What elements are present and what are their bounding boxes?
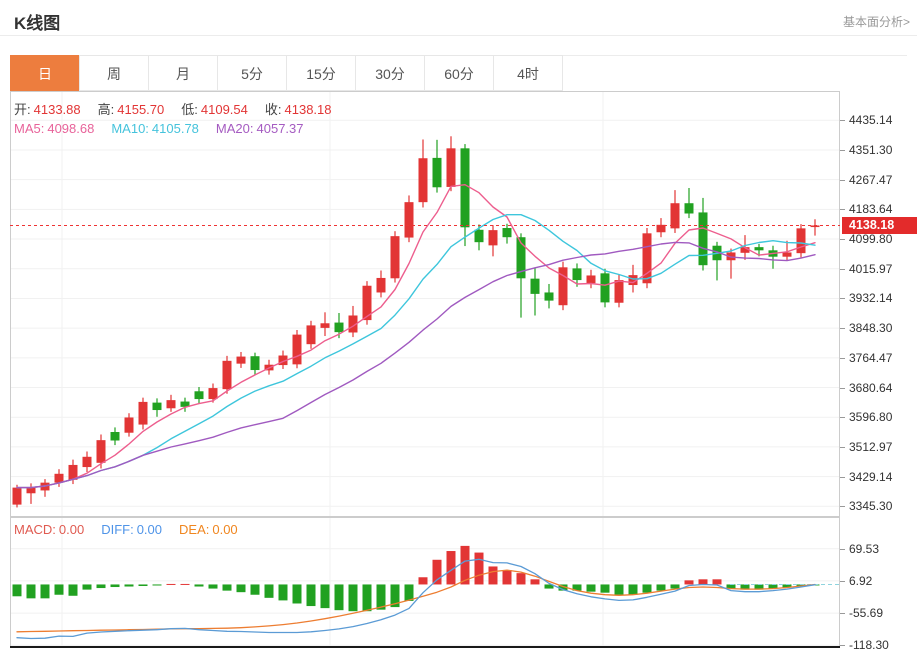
macd-diff: DIFF: 0.00	[101, 522, 163, 537]
macd-axis-label: 69.53	[849, 541, 880, 556]
ma10-line	[16, 213, 816, 489]
macd-axis-tick	[840, 548, 845, 550]
price-axis-tick	[840, 417, 845, 419]
timeframe-tabs: 日周月 5分 15分 30分 60分 4时	[10, 55, 563, 91]
price-axis-label: 4267.47	[849, 172, 893, 187]
price-axis-label: 4183.64	[849, 202, 893, 217]
tab-60min[interactable]: 60分	[424, 55, 494, 91]
ma-legend: MA5: 4098.68 MA10: 4105.78 MA20: 4057.37	[14, 121, 321, 136]
tab-day[interactable]: 日	[10, 55, 80, 91]
price-axis-label: 4351.30	[849, 142, 893, 157]
price-axis-tick	[840, 446, 845, 448]
price-axis-label: 3932.14	[849, 291, 893, 306]
ma5-line	[16, 183, 816, 489]
ohlc-legend: 开: 4133.88 高: 4155.70 低: 4109.54 收: 4138.18	[14, 99, 349, 118]
ohlc-low: 低: 4109.54	[181, 102, 248, 117]
price-axis-label: 3764.47	[849, 350, 893, 365]
price-axis-label: 3512.97	[849, 439, 893, 454]
price-axis-label: 3345.30	[849, 499, 893, 514]
macd-axis-tick	[840, 645, 845, 647]
price-axis-label: 3429.14	[849, 469, 893, 484]
macd-axis-label: -55.69	[849, 606, 884, 621]
current-price-badge: 4138.18	[842, 216, 917, 234]
macd-legend: MACD: 0.00 DIFF: 0.00 DEA: 0.00	[14, 522, 255, 537]
tab-week[interactable]: 周	[79, 55, 149, 91]
fundamental-analysis-link[interactable]: 基本面分析>	[842, 15, 910, 29]
ohlc-high: 高: 4155.70	[97, 102, 165, 117]
diff-line	[16, 558, 816, 640]
ma-ma10: MA10: 4105.78	[111, 121, 199, 136]
price-axis-tick	[840, 357, 845, 359]
macd-histogram	[12, 545, 820, 612]
header-divider	[0, 35, 917, 36]
price-axis-tick	[840, 506, 845, 508]
ohlc-close: 收: 4138.18	[264, 102, 332, 117]
page-title: K线图	[14, 14, 61, 33]
tab-4hour[interactable]: 4时	[493, 55, 563, 91]
tab-30min[interactable]: 30分	[355, 55, 425, 91]
price-axis-tick	[840, 209, 845, 211]
price-axis-label: 3680.64	[849, 380, 893, 395]
price-axis-tick	[840, 298, 845, 300]
price-axis-tick	[840, 179, 845, 181]
price-axis-label: 4099.80	[849, 232, 893, 247]
macd-axis-label: 6.92	[849, 573, 873, 588]
macd-axis-tick	[840, 580, 845, 582]
tab-month[interactable]: 月	[148, 55, 218, 91]
price-axis-tick	[840, 268, 845, 270]
tab-5min[interactable]: 5分	[217, 55, 287, 91]
price-axis-tick	[840, 387, 845, 389]
tab-15min[interactable]: 15分	[286, 55, 356, 91]
price-axis-label: 3848.30	[849, 321, 893, 336]
price-axis-tick	[840, 328, 845, 330]
price-axis-label: 4015.97	[849, 261, 893, 276]
price-axis-label: 3596.80	[849, 410, 893, 425]
candles	[12, 136, 820, 508]
price-chart-canvas[interactable]	[10, 91, 840, 517]
ohlc-open: 开: 4133.88	[14, 102, 81, 117]
price-axis-tick	[840, 149, 845, 151]
price-axis-tick	[840, 120, 845, 122]
ma-ma5: MA5: 4098.68	[14, 121, 95, 136]
chart-bottom-border	[10, 646, 840, 648]
macd-dea: DEA: 0.00	[179, 522, 238, 537]
price-axis-tick	[840, 476, 845, 478]
macd-axis-tick	[840, 613, 845, 615]
price-axis-label: 4435.14	[849, 113, 893, 128]
macd-macd: MACD: 0.00	[14, 522, 85, 537]
price-axis-tick	[840, 239, 845, 241]
ma-ma20: MA20: 4057.37	[215, 121, 304, 136]
ma20-line	[16, 241, 816, 489]
macd-axis-label: -118.30	[849, 638, 889, 652]
